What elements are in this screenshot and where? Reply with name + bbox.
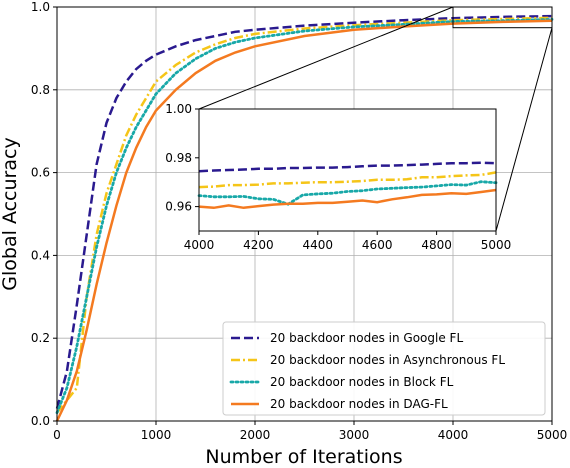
- y-tick-label: 1.0: [31, 0, 50, 14]
- legend-box: [222, 321, 546, 416]
- y-axis-title: Global Accuracy: [0, 137, 21, 290]
- inset-ticks: 4000 4200 4400 4600 4800 5000 0.96 0.98 1.00: [165, 102, 511, 252]
- x-tick-label: 3000: [339, 428, 370, 442]
- inset-x-tick-label: 4800: [421, 238, 452, 252]
- zoom-connectors: [198, 6, 553, 232]
- legend-label-3: 20 backdoor nodes in DAG-FL: [270, 397, 448, 411]
- inset-y-tick-label: 0.96: [165, 200, 192, 214]
- inset-chart: 4000 4200 4400 4600 4800 5000 0.96 0.98 1.00: [165, 102, 511, 252]
- main-series: [55, 14, 554, 422]
- x-axis-title: Number of Iterations: [205, 446, 402, 468]
- zoom-connector-top: [198, 6, 454, 110]
- main-plot-frame: [56, 6, 553, 422]
- x-tick-label: 2000: [240, 428, 271, 442]
- inset-series-line-0: [198, 161, 497, 173]
- inset-x-tick-label: 4600: [362, 238, 393, 252]
- inset-series-line-2: [197, 180, 498, 206]
- x-tick-label: 4000: [438, 428, 469, 442]
- zoom-region-box: [452, 6, 553, 29]
- y-tick-label: 0.4: [31, 248, 50, 262]
- inset-background: [199, 109, 496, 231]
- inset-series-line-1: [198, 171, 497, 189]
- x-tick-label: 1000: [141, 428, 172, 442]
- inset-y-tick-label: 1.00: [165, 102, 192, 116]
- x-tick-label: 0: [53, 428, 61, 442]
- legend-label-2: 20 backdoor nodes in Block FL: [270, 375, 454, 389]
- y-tick-label: 0.0: [31, 414, 50, 428]
- inset-series-line-3: [198, 188, 497, 210]
- inset-x-tick-label: 4200: [243, 238, 274, 252]
- inset-x-tick-label: 5000: [481, 238, 512, 252]
- inset-frame: [198, 108, 497, 232]
- inset-series: [197, 161, 498, 210]
- series-line-0: [55, 14, 553, 409]
- main-ticks: 0 1000 2000 3000 4000 5000 0.0 0.2 0.4 0.6 0.8 1.0: [31, 0, 567, 442]
- legend-label-1: 20 backdoor nodes in Asynchronous FL: [270, 353, 505, 367]
- x-tick-label: 5000: [537, 428, 568, 442]
- inset-x-tick-label: 4400: [303, 238, 334, 252]
- y-tick-label: 0.2: [31, 331, 50, 345]
- series-line-3: [55, 19, 553, 422]
- y-tick-label: 0.8: [31, 83, 50, 97]
- inset-x-tick-label: 4000: [184, 238, 215, 252]
- zoom-connector-bottom: [495, 27, 553, 232]
- legend: 20 backdoor nodes in Google FL 20 backdoo…: [222, 321, 546, 416]
- series-line-2: [55, 17, 554, 415]
- inset-y-tick-label: 0.98: [165, 151, 192, 165]
- y-tick-label: 0.6: [31, 166, 50, 180]
- legend-label-0: 20 backdoor nodes in Google FL: [270, 331, 463, 345]
- legend-items: 20 backdoor nodes in Google FL 20 backdoo…: [229, 331, 505, 411]
